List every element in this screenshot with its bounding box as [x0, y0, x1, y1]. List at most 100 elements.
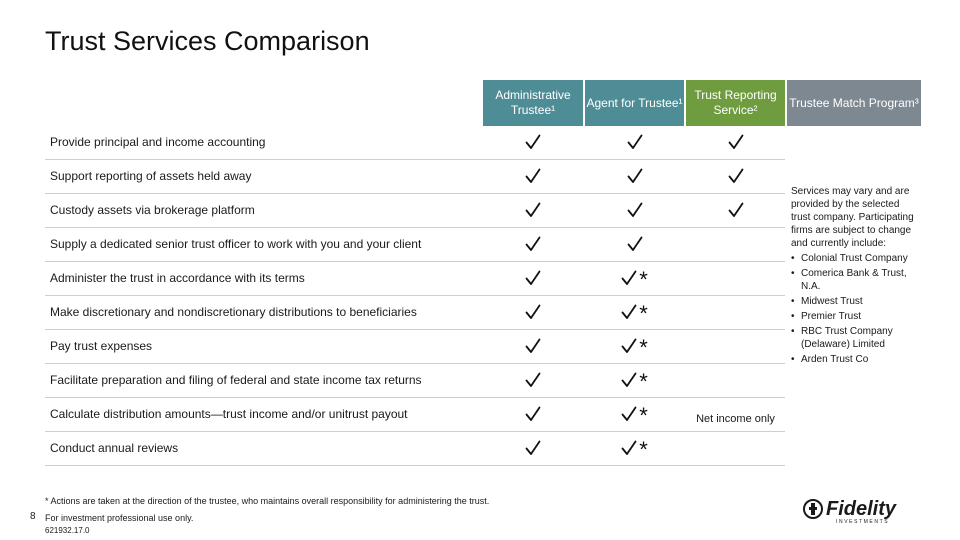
asterisk-icon: * — [639, 437, 648, 462]
column-header-trustee-match-program: Trustee Match Program³ — [787, 80, 921, 126]
table-cell — [686, 363, 785, 397]
participating-firm-item: Arden Trust Co — [791, 353, 916, 366]
table-cell — [483, 397, 583, 431]
check-icon — [525, 372, 541, 387]
table-cell: * — [585, 295, 684, 329]
cell-note: Net income only — [696, 413, 775, 425]
table-cell: * — [585, 329, 684, 363]
table-cell — [483, 363, 583, 397]
table-cell — [585, 125, 684, 159]
check-icon — [621, 372, 637, 387]
table-cell — [585, 193, 684, 227]
usage-notice: For investment professional use only. — [45, 513, 194, 523]
table-row: Custody assets via brokerage platform — [45, 193, 785, 228]
table-row: Pay trust expenses * — [45, 329, 785, 364]
check-icon — [525, 236, 541, 251]
check-icon — [621, 304, 637, 319]
table-row: Make discretionary and nondiscretionary … — [45, 295, 785, 330]
check-icon — [621, 440, 637, 455]
check-icon — [525, 406, 541, 421]
column-header-trust-reporting-service: Trust Reporting Service² — [686, 80, 785, 126]
asterisk-icon: * — [639, 369, 648, 394]
row-label: Calculate distribution amounts—trust inc… — [50, 407, 408, 421]
table-cell — [686, 227, 785, 261]
row-label: Make discretionary and nondiscretionary … — [50, 305, 417, 319]
check-icon — [728, 134, 743, 149]
table-row: Conduct annual reviews * — [45, 431, 785, 466]
row-label: Support reporting of assets held away — [50, 169, 252, 183]
table-cell: * — [585, 261, 684, 295]
participating-firm-item: Premier Trust — [791, 310, 916, 323]
participating-firm-item: Comerica Bank & Trust, N.A. — [791, 267, 916, 293]
check-icon — [525, 270, 541, 285]
footnote: * Actions are taken at the direction of … — [45, 496, 490, 506]
table-row: Administer the trust in accordance with … — [45, 261, 785, 296]
check-icon — [525, 202, 541, 217]
table-row: Support reporting of assets held away — [45, 159, 785, 194]
table-cell — [483, 227, 583, 261]
table-cell — [483, 329, 583, 363]
participating-firm-item: RBC Trust Company (Delaware) Limited — [791, 325, 916, 351]
table-row: Supply a dedicated senior trust officer … — [45, 227, 785, 262]
check-icon — [621, 338, 637, 353]
table-cell — [686, 193, 785, 227]
check-icon — [525, 304, 541, 319]
table-cell — [686, 329, 785, 363]
table-cell: * — [585, 431, 684, 465]
row-label: Conduct annual reviews — [50, 441, 179, 455]
table-cell — [585, 159, 684, 193]
table-cell — [483, 431, 583, 465]
table-cell — [483, 159, 583, 193]
column-header-agent-for-trustee: Agent for Trustee¹ — [585, 80, 684, 126]
check-icon — [627, 134, 642, 149]
table-cell — [686, 295, 785, 329]
row-label: Pay trust expenses — [50, 339, 153, 353]
check-icon — [728, 168, 743, 183]
participating-firms-list: Colonial Trust Company Comerica Bank & Tr… — [791, 252, 916, 366]
table-row: Facilitate preparation and filing of fed… — [45, 363, 785, 398]
check-icon — [621, 406, 637, 421]
trustee-match-intro: Services may vary and are provided by th… — [791, 186, 914, 249]
table-cell — [483, 193, 583, 227]
table-cell — [686, 261, 785, 295]
participating-firm-item: Colonial Trust Company — [791, 252, 916, 265]
check-icon — [525, 134, 541, 149]
document-id: 621932.17.0 — [45, 526, 90, 535]
asterisk-icon: * — [639, 301, 648, 326]
check-icon — [627, 202, 642, 217]
row-label: Provide principal and income accounting — [50, 135, 266, 149]
page-number: 8 — [30, 511, 36, 522]
table-cell: Net income only — [686, 397, 785, 431]
check-icon — [525, 338, 541, 353]
asterisk-icon: * — [639, 267, 648, 292]
row-label: Supply a dedicated senior trust officer … — [50, 237, 422, 251]
logo-wordmark: Fidelity — [826, 498, 897, 520]
check-icon — [525, 440, 541, 455]
table-cell — [686, 125, 785, 159]
table-row: Provide principal and income accounting — [45, 125, 785, 160]
table-cell: * — [585, 363, 684, 397]
table-cell — [686, 431, 785, 465]
trustee-match-note: Services may vary and are provided by th… — [791, 185, 916, 366]
asterisk-icon: * — [639, 403, 648, 428]
table-cell — [483, 261, 583, 295]
logo-subtext: INVESTMENTS — [836, 519, 889, 525]
table-cell — [483, 125, 583, 159]
row-label: Custody assets via brokerage platform — [50, 203, 255, 217]
column-header-administrative-trustee: Administrative Trustee¹ — [483, 80, 583, 126]
participating-firm-item: Midwest Trust — [791, 295, 916, 308]
table-cell — [686, 159, 785, 193]
table-cell: * — [585, 397, 684, 431]
check-icon — [525, 168, 541, 183]
table-cell — [585, 227, 684, 261]
row-label: Facilitate preparation and filing of fed… — [50, 373, 422, 387]
table-cell — [483, 295, 583, 329]
row-label: Administer the trust in accordance with … — [50, 271, 305, 285]
check-icon — [728, 202, 743, 217]
check-icon — [627, 236, 642, 251]
check-icon — [621, 270, 637, 285]
fidelity-logo: Fidelity INVESTMENTS — [803, 498, 897, 525]
table-row: Calculate distribution amounts—trust inc… — [45, 397, 785, 432]
asterisk-icon: * — [639, 335, 648, 360]
check-icon — [627, 168, 642, 183]
